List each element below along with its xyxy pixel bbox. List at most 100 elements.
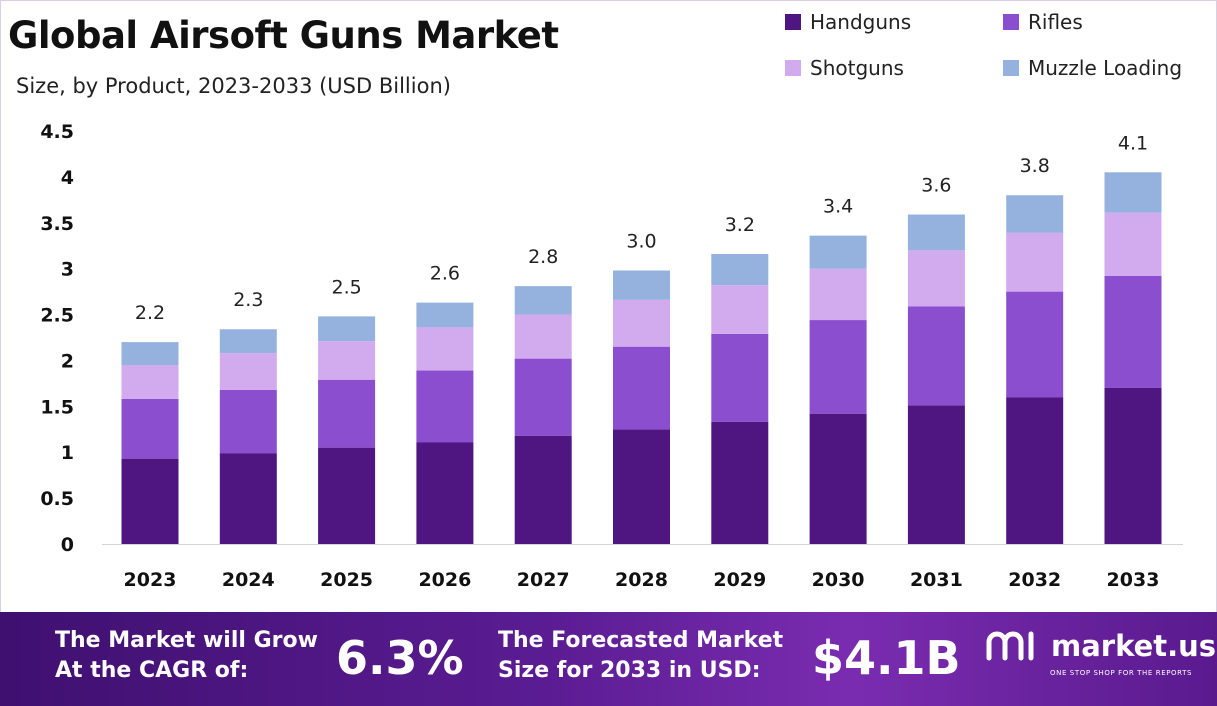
bar-total-label: 3.6 bbox=[921, 175, 951, 197]
bar-handguns-2033 bbox=[1104, 387, 1162, 544]
legend-item-shotguns: Shotguns bbox=[785, 56, 904, 80]
bar-rifles-2029 bbox=[711, 333, 769, 422]
legend-item-handguns: Handguns bbox=[785, 10, 911, 34]
legend-label-handguns: Handguns bbox=[810, 10, 912, 34]
bar-shotguns-2025 bbox=[318, 341, 376, 380]
y-tick-label: 1 bbox=[61, 442, 74, 464]
bar-total-label: 3.0 bbox=[626, 231, 656, 253]
legend-swatch-shotguns bbox=[785, 60, 801, 76]
bar-total-label: 2.6 bbox=[430, 263, 460, 285]
bar-handguns-2023 bbox=[121, 458, 179, 544]
marketus-logo-text: market.us bbox=[1051, 629, 1217, 663]
y-tick-label: 0 bbox=[61, 534, 74, 556]
cagr-value: 6.3% bbox=[336, 631, 464, 685]
legend-item-rifles: Rifles bbox=[1003, 10, 1083, 34]
bar-shotguns-2026 bbox=[416, 327, 474, 371]
y-tick-label: 4.5 bbox=[40, 121, 74, 143]
bar-shotguns-2032 bbox=[1006, 232, 1064, 292]
forecast-value: $4.1B bbox=[812, 631, 961, 685]
bar-shotguns-2033 bbox=[1104, 212, 1162, 277]
marketus-tagline: ONE STOP SHOP FOR THE REPORTS bbox=[1050, 669, 1193, 677]
bar-handguns-2029 bbox=[711, 421, 769, 544]
bar-shotguns-2031 bbox=[907, 250, 965, 307]
bar-total-label: 3.4 bbox=[823, 196, 853, 218]
legend-swatch-muzzle-loading bbox=[1003, 60, 1019, 76]
bar-muzzle-loading-2026 bbox=[416, 302, 474, 328]
bar-muzzle-loading-2028 bbox=[613, 270, 670, 300]
legend-item-muzzle-loading: Muzzle Loading bbox=[1003, 56, 1182, 80]
bar-shotguns-2027 bbox=[514, 314, 572, 359]
bar-muzzle-loading-2027 bbox=[514, 286, 572, 315]
bar-total-label: 4.1 bbox=[1118, 132, 1148, 154]
legend-label-rifles: Rifles bbox=[1028, 10, 1083, 34]
bar-muzzle-loading-2031 bbox=[907, 214, 965, 251]
x-tick-label: 2027 bbox=[517, 569, 570, 591]
summary-banner: The Market will Grow At the CAGR of: 6.3… bbox=[0, 612, 1217, 706]
y-tick-label: 1.5 bbox=[40, 396, 74, 418]
bar-shotguns-2029 bbox=[711, 285, 769, 334]
bar-muzzle-loading-2033 bbox=[1104, 172, 1162, 213]
bar-handguns-2031 bbox=[907, 405, 965, 544]
bar-rifles-2023 bbox=[121, 398, 179, 459]
x-tick-label: 2033 bbox=[1107, 569, 1160, 591]
x-tick-label: 2024 bbox=[222, 569, 275, 591]
bar-handguns-2024 bbox=[219, 453, 277, 544]
bar-shotguns-2030 bbox=[809, 268, 867, 321]
bar-total-label: 2.3 bbox=[233, 289, 263, 311]
bar-rifles-2031 bbox=[907, 306, 965, 406]
x-tick-label: 2029 bbox=[713, 569, 766, 591]
bar-total-label: 2.8 bbox=[528, 246, 558, 268]
x-tick-label: 2031 bbox=[910, 569, 963, 591]
legend-label-muzzle-loading: Muzzle Loading bbox=[1028, 56, 1183, 80]
bar-rifles-2026 bbox=[416, 370, 474, 443]
y-tick-label: 4 bbox=[61, 167, 74, 189]
y-tick-label: 0.5 bbox=[40, 488, 74, 510]
chart-subtitle: Size, by Product, 2023-2033 (USD Billion… bbox=[16, 74, 451, 98]
bar-muzzle-loading-2024 bbox=[219, 329, 277, 354]
bar-shotguns-2024 bbox=[219, 353, 277, 390]
bar-handguns-2032 bbox=[1006, 397, 1064, 544]
bar-rifles-2030 bbox=[809, 320, 867, 414]
forecast-label: The Forecasted Market Size for 2033 in U… bbox=[498, 628, 784, 683]
bar-rifles-2028 bbox=[613, 346, 670, 430]
marketus-logo: market.us bbox=[985, 628, 1216, 664]
bar-handguns-2025 bbox=[318, 447, 376, 544]
legend-swatch-rifles bbox=[1003, 14, 1019, 30]
cagr-label: The Market will Grow At the CAGR of: bbox=[55, 628, 318, 683]
legend-swatch-handguns bbox=[785, 14, 801, 30]
y-tick-label: 2.5 bbox=[40, 305, 74, 327]
bar-muzzle-loading-2023 bbox=[121, 342, 179, 366]
x-tick-label: 2025 bbox=[320, 569, 373, 591]
legend-label-shotguns: Shotguns bbox=[810, 56, 904, 80]
x-tick-label: 2023 bbox=[124, 569, 177, 591]
bar-total-label: 3.8 bbox=[1020, 155, 1050, 177]
bar-total-label: 3.2 bbox=[725, 214, 755, 236]
x-tick-label: 2030 bbox=[812, 569, 865, 591]
chart-title: Global Airsoft Guns Market bbox=[8, 14, 559, 57]
bar-rifles-2033 bbox=[1104, 276, 1162, 388]
bar-rifles-2024 bbox=[219, 389, 277, 454]
bar-handguns-2030 bbox=[809, 413, 867, 544]
bar-muzzle-loading-2032 bbox=[1006, 195, 1064, 233]
bar-chart: 0 0.5 1 1.5 2 2.5 3 3.5 4 4.5 2.2 2023 2.3 2024 2.5 202… bbox=[40, 121, 1183, 591]
bar-shotguns-2023 bbox=[121, 365, 179, 399]
x-tick-label: 2026 bbox=[418, 569, 471, 591]
bar-handguns-2028 bbox=[613, 429, 670, 544]
bar-shotguns-2028 bbox=[613, 299, 670, 347]
x-tick-label: 2032 bbox=[1008, 569, 1061, 591]
y-tick-label: 3.5 bbox=[40, 213, 74, 235]
y-tick-label: 3 bbox=[61, 259, 74, 281]
marketus-logo-icon bbox=[986, 631, 1034, 661]
bar-rifles-2032 bbox=[1006, 291, 1064, 398]
bar-total-label: 2.5 bbox=[331, 276, 361, 298]
bar-handguns-2027 bbox=[514, 435, 572, 544]
bar-muzzle-loading-2029 bbox=[711, 253, 769, 286]
bar-handguns-2026 bbox=[416, 442, 474, 544]
bar-total-label: 2.2 bbox=[135, 302, 165, 324]
bar-muzzle-loading-2025 bbox=[318, 316, 376, 342]
bar-rifles-2027 bbox=[514, 358, 572, 436]
x-tick-label: 2028 bbox=[615, 569, 668, 591]
bar-rifles-2025 bbox=[318, 379, 376, 448]
bar-muzzle-loading-2030 bbox=[809, 235, 867, 269]
y-tick-label: 2 bbox=[61, 350, 74, 372]
